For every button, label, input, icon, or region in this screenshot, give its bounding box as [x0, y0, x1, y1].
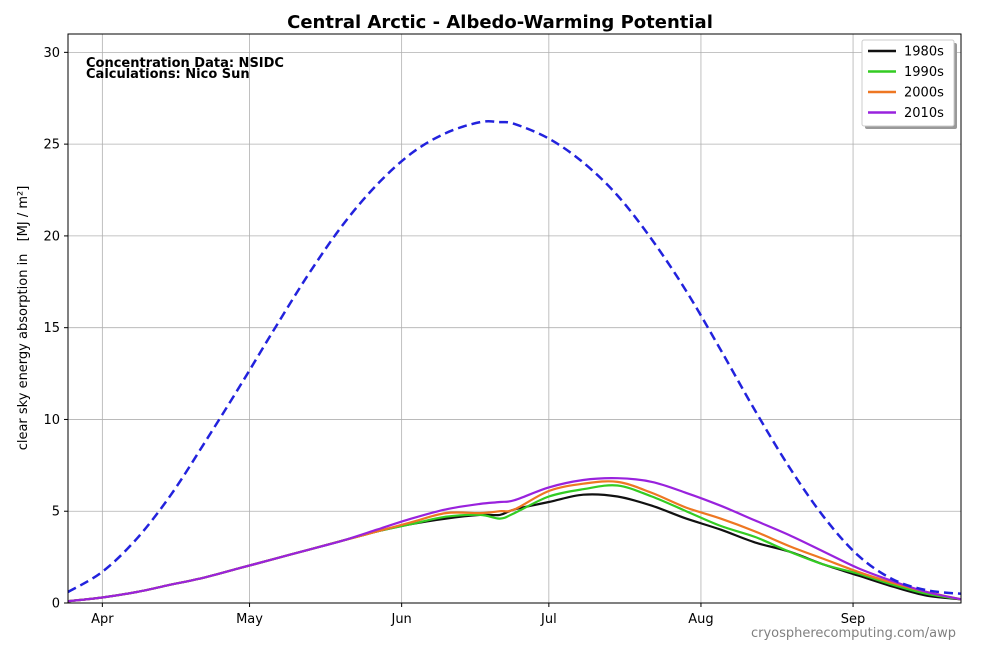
x-tick-label-2: Jun [390, 612, 411, 627]
y-axis: 0 5 10 15 20 25 30 [43, 46, 68, 612]
reference-line-dashed [67, 119, 962, 596]
x-tick-label-0: Apr [91, 612, 114, 627]
legend-label-2010s: 2010s [904, 106, 944, 121]
legend-items: 1980s 1990s 2000s 2010s [868, 45, 944, 121]
y-tick-label-6: 30 [43, 46, 60, 61]
x-axis: Apr May Jun Jul Aug Sep [91, 603, 865, 627]
chart-title: Central Arctic - Albedo-Warming Potentia… [287, 12, 713, 33]
plot-frame [67, 33, 962, 604]
y-axis-label-unit: [MJ / m²] [16, 186, 31, 242]
y-axis-label: clear sky energy absorption in [MJ / m²] [16, 186, 31, 451]
legend-label-1980s: 1980s [904, 45, 944, 60]
x-tick-label-4: Aug [688, 612, 713, 627]
series-line-2010s [67, 477, 962, 603]
x-tick-label-3: Jul [540, 612, 557, 627]
y-tick-label-4: 20 [43, 229, 60, 244]
y-tick-label-3: 15 [43, 321, 60, 336]
series-layer [67, 119, 962, 603]
x-tick-label-5: Sep [841, 612, 866, 627]
annotation-concentration: Concentration Data: NSIDC [86, 56, 284, 71]
credit-text: cryospherecomputing.com/awp [751, 626, 956, 641]
y-tick-label-1: 5 [52, 505, 60, 520]
y-tick-label-5: 25 [43, 138, 60, 153]
y-axis-label-text: clear sky energy absorption in [16, 254, 31, 451]
annotation-calculations: Calculations: Nico Sun [86, 67, 250, 82]
y-tick-label-0: 0 [52, 597, 60, 612]
legend-label-2000s: 2000s [904, 86, 944, 101]
legend-label-1990s: 1990s [904, 65, 944, 80]
legend: 1980s 1990s 2000s 2010s [861, 39, 957, 129]
x-tick-label-1: May [236, 612, 263, 627]
legend-box [861, 39, 955, 127]
series-line-1990s [67, 484, 962, 603]
y-tick-label-2: 10 [43, 413, 60, 428]
grid [68, 34, 961, 604]
